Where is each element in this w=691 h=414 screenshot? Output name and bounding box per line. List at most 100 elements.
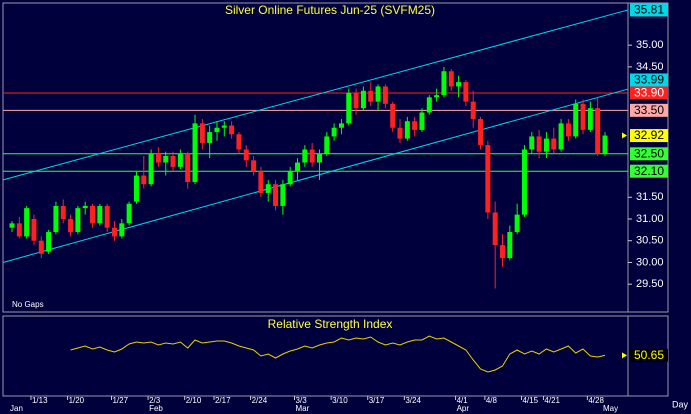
candle-body: [53, 205, 59, 233]
y-tick-label: 30.00: [636, 256, 664, 268]
price-label-box: [630, 164, 668, 178]
candle-body: [16, 223, 22, 237]
candle-body: [397, 127, 403, 139]
x-tick-label: 4/8: [486, 396, 498, 405]
candle-body: [287, 171, 293, 185]
candle-body: [390, 103, 396, 128]
candle-body: [170, 155, 176, 167]
candle-body: [177, 153, 183, 167]
x-tick-label: 4/15: [522, 396, 538, 405]
x-tick-label: 4/1: [457, 396, 469, 405]
candle-body: [141, 175, 147, 185]
x-tick-label: 4/28: [588, 396, 604, 405]
candle-body: [573, 103, 579, 137]
period-label: Day: [672, 399, 689, 409]
candle-body: [68, 218, 74, 233]
candle-body: [214, 127, 220, 133]
candle-body: [507, 232, 513, 259]
price-label-box: [630, 3, 668, 17]
candle-body: [485, 145, 491, 213]
candle-body: [448, 71, 454, 87]
month-label: Apr: [457, 404, 470, 413]
y-tick-label: 34.50: [636, 61, 664, 73]
x-tick-label: 3/24: [405, 396, 421, 405]
candle-body: [185, 153, 191, 183]
candle-body: [558, 123, 564, 150]
candle-body: [60, 205, 66, 219]
candle-body: [346, 92, 352, 124]
candle-body: [75, 208, 81, 233]
candle-body: [243, 149, 249, 161]
candle-body: [24, 208, 30, 237]
candle-body: [565, 123, 571, 137]
price-label: 32.92: [634, 128, 664, 142]
price-label: 33.99: [634, 73, 664, 87]
x-tick-label: 4/21: [544, 396, 560, 405]
candle-body: [412, 121, 418, 130]
candle-body: [38, 240, 44, 254]
candle-body: [9, 223, 15, 228]
price-label: 33.90: [634, 86, 664, 100]
x-tick-label: 2/24: [252, 396, 268, 405]
candle-body: [456, 82, 462, 87]
month-label: May: [603, 404, 618, 413]
x-tick-label: 1/20: [69, 396, 85, 405]
candle-body: [302, 149, 308, 163]
rsi-line: [70, 335, 606, 373]
candle-body: [97, 205, 103, 224]
candle-body: [119, 223, 125, 237]
candle-body: [587, 108, 593, 130]
trendline: [2, 9, 629, 181]
candle-body: [295, 162, 301, 172]
candle-body: [126, 203, 132, 224]
last-price-arrow: [622, 132, 627, 139]
candle-body: [163, 155, 169, 163]
candle-body: [500, 245, 506, 259]
y-tick-label: 30.50: [636, 235, 664, 247]
price-label-box: [630, 147, 668, 161]
x-tick-label: 2/10: [186, 396, 202, 405]
candle-body: [536, 136, 542, 152]
candle-body: [382, 86, 388, 104]
candle-body: [353, 92, 359, 109]
price-label: 32.50: [634, 146, 664, 160]
candle-body: [133, 175, 139, 202]
candle-body: [434, 95, 440, 98]
y-tick-label: 35.00: [636, 39, 664, 51]
candle-body: [273, 184, 279, 206]
price-label: 35.81: [634, 3, 664, 17]
candle-body: [265, 184, 271, 193]
rsi-arrow: [622, 352, 627, 359]
rsi-title: Relative Strength Index: [268, 317, 393, 331]
candle-body: [280, 184, 286, 206]
month-label: Feb: [149, 404, 163, 413]
candle-body: [492, 212, 498, 246]
candle-body: [46, 232, 52, 252]
x-tick-label: 3/3: [296, 396, 308, 405]
candle-body: [521, 149, 527, 215]
candle-body: [602, 135, 608, 154]
candle-body: [258, 171, 264, 193]
candle-body: [360, 90, 366, 109]
candle-body: [251, 160, 257, 172]
price-label-box: [630, 73, 668, 87]
candle-body: [148, 153, 154, 185]
candle-body: [309, 149, 315, 163]
x-tick-label: 1/13: [32, 396, 48, 405]
y-tick-label: 29.50: [636, 278, 664, 290]
x-tick-label: 2/17: [215, 396, 231, 405]
candle-body: [207, 132, 213, 143]
candle-body: [404, 121, 410, 139]
candle-body: [104, 205, 110, 228]
rsi-label-box: [630, 348, 668, 362]
candle-body: [199, 123, 205, 143]
price-label-box: [630, 129, 668, 143]
x-tick-label: 3/17: [369, 396, 385, 405]
candle-body: [375, 86, 381, 102]
candle-body: [229, 125, 235, 135]
rsi-label: 50.65: [634, 348, 664, 362]
month-label: Jan: [10, 404, 23, 413]
candle-body: [338, 123, 344, 128]
price-label-box: [630, 86, 668, 100]
x-tick-label: 3/10: [332, 396, 348, 405]
